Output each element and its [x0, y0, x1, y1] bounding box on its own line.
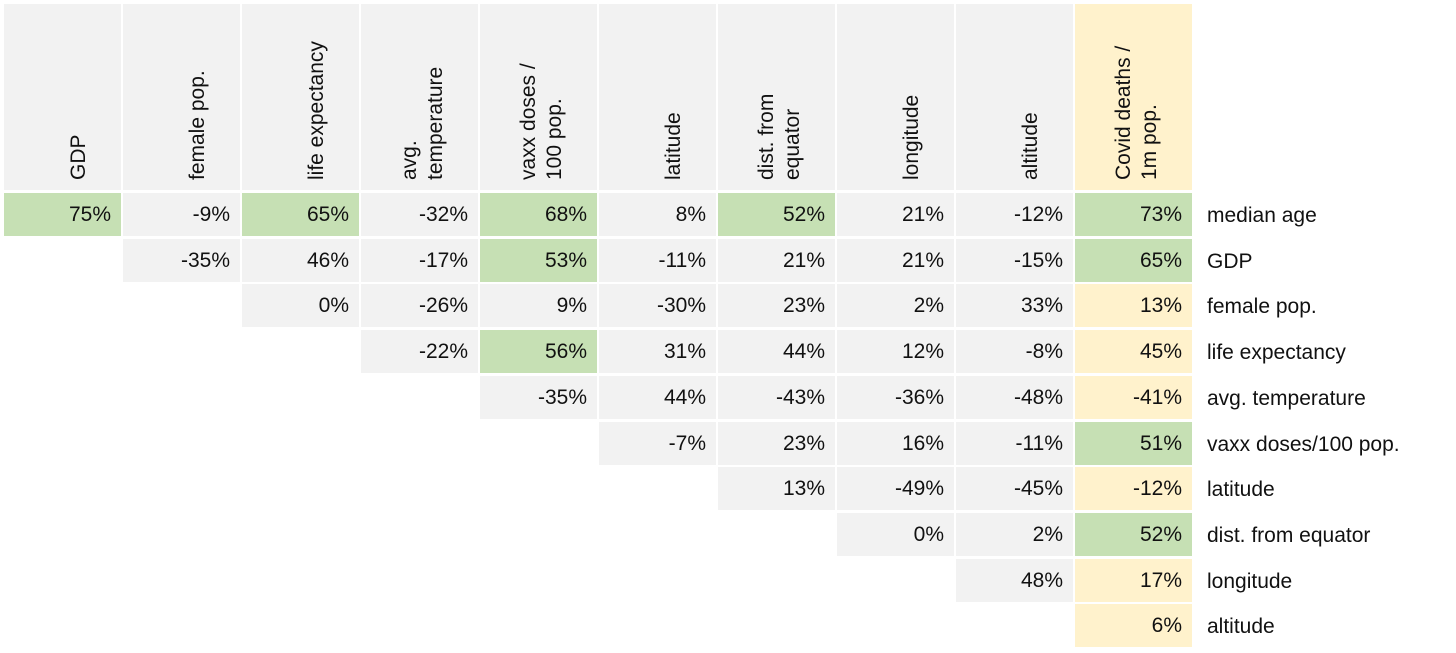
column-header: life expectancy	[242, 4, 359, 190]
correlation-cell: 21%	[837, 238, 954, 282]
correlation-cell: -12%	[1075, 467, 1192, 511]
correlation-cell: -49%	[837, 467, 954, 511]
column-header-label: altitude	[1019, 112, 1042, 180]
correlation-cell: 33%	[956, 284, 1073, 328]
correlation-cell: 16%	[837, 421, 954, 465]
column-header-label: 100 pop.	[543, 98, 566, 180]
column-header: vaxx doses /100 pop.	[480, 4, 597, 190]
correlation-cell: 52%	[1075, 512, 1192, 556]
correlation-cell: 44%	[718, 330, 835, 374]
correlation-cell: -8%	[956, 330, 1073, 374]
correlation-cell: -11%	[956, 421, 1073, 465]
correlation-cell: -17%	[361, 238, 478, 282]
correlation-cell: 13%	[1075, 284, 1192, 328]
column-header: female pop.	[123, 4, 240, 190]
correlation-cell: 68%	[480, 193, 597, 236]
correlation-cell: -35%	[480, 375, 597, 419]
correlation-cell: 2%	[837, 284, 954, 328]
column-header-label: 1m pop.	[1138, 104, 1161, 180]
correlation-cell: -9%	[123, 193, 240, 236]
row-label: longitude	[1207, 569, 1293, 593]
column-header-label: avg.	[398, 140, 421, 180]
column-header: avg. temperature	[361, 4, 478, 190]
correlation-cell: -12%	[956, 193, 1073, 236]
correlation-cell: 8%	[599, 193, 716, 236]
correlation-cell: 12%	[837, 330, 954, 374]
correlation-cell: 56%	[480, 330, 597, 374]
column-header-label: dist. from	[755, 93, 778, 180]
correlation-cell: 48%	[956, 558, 1073, 602]
row-label: avg. temperature	[1207, 386, 1366, 410]
correlation-cell: -11%	[599, 238, 716, 282]
row-label: vaxx doses/100 pop.	[1207, 432, 1400, 456]
column-header: GDP	[4, 4, 121, 190]
correlation-cell: -35%	[123, 238, 240, 282]
correlation-cell: -45%	[956, 467, 1073, 511]
column-header: Covid deaths /1m pop.	[1075, 4, 1192, 190]
row-label: latitude	[1207, 478, 1275, 502]
correlation-cell: 53%	[480, 238, 597, 282]
correlation-cell: 0%	[242, 284, 359, 328]
column-header-label: female pop.	[186, 70, 209, 180]
correlation-cell: 45%	[1075, 330, 1192, 374]
correlation-cell: -26%	[361, 284, 478, 328]
correlation-cell: 0%	[837, 512, 954, 556]
correlation-cell: 2%	[956, 512, 1073, 556]
correlation-cell: -32%	[361, 193, 478, 236]
correlation-cell: -43%	[718, 375, 835, 419]
correlation-cell: 44%	[599, 375, 716, 419]
column-header: altitude	[956, 4, 1073, 190]
column-header-label: vaxx doses /	[517, 63, 540, 180]
row-label: altitude	[1207, 615, 1275, 639]
correlation-cell: 9%	[480, 284, 597, 328]
column-header: dist. from equator	[718, 4, 835, 190]
correlation-cell: 73%	[1075, 193, 1192, 236]
correlation-cell: -7%	[599, 421, 716, 465]
correlation-cell: 21%	[837, 193, 954, 236]
correlation-cell: 17%	[1075, 558, 1192, 602]
row-label: GDP	[1207, 249, 1253, 273]
column-header-label: temperature	[424, 66, 447, 180]
column-header: longitude	[837, 4, 954, 190]
correlation-cell: 52%	[718, 193, 835, 236]
column-header-label: longitude	[900, 94, 923, 180]
correlation-cell: -36%	[837, 375, 954, 419]
correlation-cell: 21%	[718, 238, 835, 282]
row-label: dist. from equator	[1207, 523, 1371, 547]
correlation-cell: 23%	[718, 421, 835, 465]
correlation-cell: -22%	[361, 330, 478, 374]
correlation-cell: -41%	[1075, 375, 1192, 419]
correlation-cell: 31%	[599, 330, 716, 374]
correlation-cell: -30%	[599, 284, 716, 328]
correlation-cell: 23%	[718, 284, 835, 328]
correlation-cell: 75%	[4, 193, 121, 236]
row-label: median age	[1207, 204, 1317, 227]
correlation-cell: -48%	[956, 375, 1073, 419]
correlation-cell: 13%	[718, 467, 835, 511]
correlation-cell: 65%	[242, 193, 359, 236]
column-header: latitude	[599, 4, 716, 190]
column-header-label: life expectancy	[305, 41, 328, 180]
row-label: life expectancy	[1207, 341, 1346, 365]
column-header-label: equator	[781, 108, 804, 180]
correlation-cell: -15%	[956, 238, 1073, 282]
correlation-cell: 46%	[242, 238, 359, 282]
row-label: female pop.	[1207, 295, 1317, 319]
correlation-cell: 51%	[1075, 421, 1192, 465]
correlation-cell: 6%	[1075, 604, 1192, 648]
column-header-label: latitude	[662, 112, 685, 180]
column-header-label: GDP	[67, 134, 90, 180]
column-header-label: Covid deaths /	[1112, 45, 1135, 180]
correlation-cell: 65%	[1075, 238, 1192, 282]
